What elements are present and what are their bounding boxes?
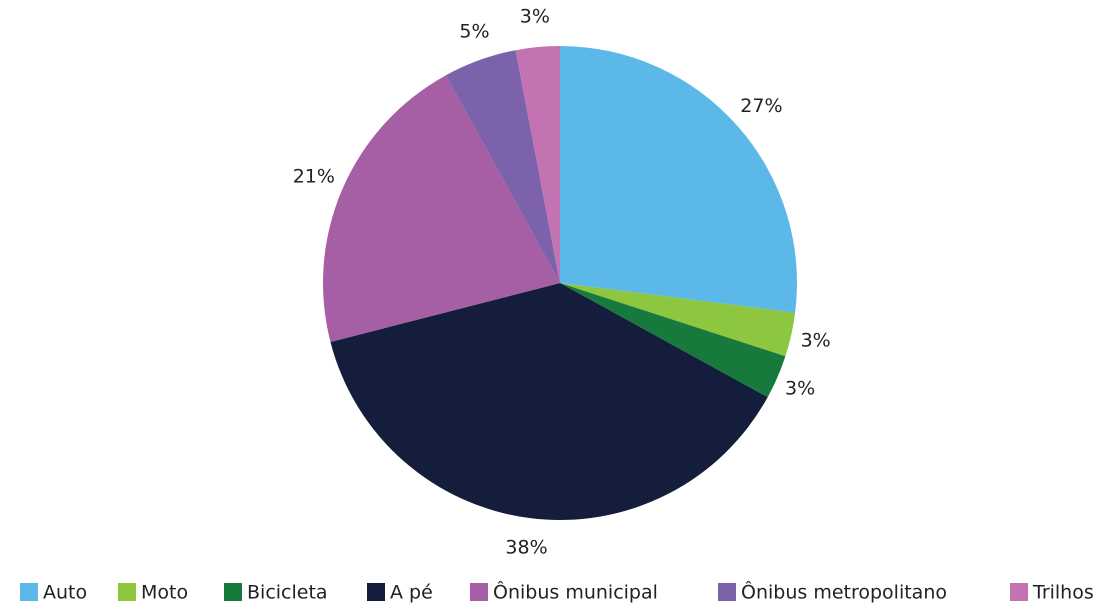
pie-slice [515, 46, 560, 283]
data-label: 27% [740, 95, 782, 117]
pie-slice [560, 46, 797, 313]
legend-swatch [118, 583, 136, 601]
data-label: 3% [520, 6, 550, 28]
legend-swatch [224, 583, 242, 601]
legend-swatch [367, 583, 385, 601]
legend-label: Ônibus metropolitano [741, 580, 947, 604]
legend-swatch [1010, 583, 1028, 601]
legend-swatch [20, 583, 38, 601]
legend-label: Trilhos [1032, 582, 1094, 604]
data-label: 3% [801, 330, 831, 352]
legend-label: Bicicleta [247, 582, 328, 604]
legend-label: Ônibus municipal [493, 580, 658, 604]
data-label: 38% [505, 536, 547, 558]
legend-label: Auto [43, 582, 87, 604]
pie-slice [560, 283, 796, 357]
pie-slice [323, 75, 560, 342]
pie-slice [330, 283, 768, 520]
pie-slice [445, 50, 560, 283]
data-label: 5% [459, 20, 489, 42]
legend-label: Moto [141, 582, 188, 604]
legend-swatch [470, 583, 488, 601]
data-label: 3% [785, 378, 815, 400]
data-label: 21% [293, 165, 335, 187]
legend-label: A pé [390, 582, 433, 604]
pie-slice [560, 283, 786, 398]
legend-swatch [718, 583, 736, 601]
